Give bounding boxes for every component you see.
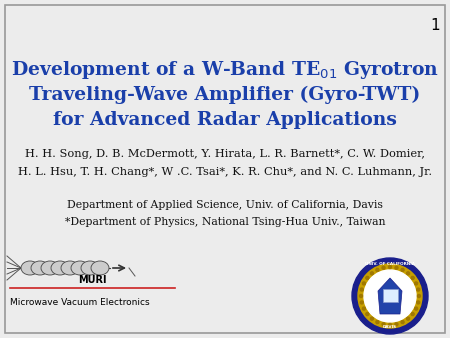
Ellipse shape [61, 261, 79, 275]
Ellipse shape [71, 261, 89, 275]
Circle shape [362, 282, 365, 285]
Ellipse shape [41, 261, 59, 275]
Ellipse shape [51, 261, 69, 275]
Text: 1: 1 [430, 18, 440, 33]
Circle shape [358, 264, 422, 328]
Text: Traveling-Wave Amplifier (Gyro-TWT): Traveling-Wave Amplifier (Gyro-TWT) [29, 86, 421, 104]
Circle shape [370, 317, 373, 320]
Circle shape [414, 282, 418, 285]
Ellipse shape [31, 261, 49, 275]
Circle shape [366, 313, 369, 316]
Text: H. H. Song, D. B. McDermott, Y. Hirata, L. R. Barnett*, C. W. Domier,: H. H. Song, D. B. McDermott, Y. Hirata, … [25, 149, 425, 159]
Circle shape [407, 272, 410, 275]
Circle shape [370, 272, 373, 275]
Ellipse shape [91, 261, 109, 275]
Text: UNIV. OF CALIFORNIA: UNIV. OF CALIFORNIA [365, 262, 415, 266]
Circle shape [360, 301, 363, 304]
Text: *Department of Physics, National Tsing-Hua Univ., Taiwan: *Department of Physics, National Tsing-H… [65, 217, 385, 227]
Text: Development of a W-Band TE$_{01}$ Gyrotron: Development of a W-Band TE$_{01}$ Gyrotr… [11, 59, 439, 81]
Circle shape [395, 323, 398, 326]
Circle shape [360, 288, 363, 291]
Circle shape [364, 270, 416, 322]
Ellipse shape [81, 261, 99, 275]
Circle shape [401, 321, 404, 323]
Circle shape [352, 258, 428, 334]
FancyBboxPatch shape [382, 289, 397, 301]
Circle shape [407, 317, 410, 320]
Text: MURI: MURI [78, 275, 106, 285]
Circle shape [362, 307, 365, 310]
Circle shape [411, 276, 414, 280]
Circle shape [414, 307, 418, 310]
Circle shape [388, 323, 392, 327]
Text: DAVIS: DAVIS [383, 325, 397, 329]
Circle shape [382, 266, 385, 269]
Text: Microwave Vacuum Electronics: Microwave Vacuum Electronics [10, 298, 150, 307]
Text: for Advanced Radar Applications: for Advanced Radar Applications [53, 111, 397, 129]
Circle shape [417, 288, 420, 291]
Polygon shape [378, 278, 402, 314]
Circle shape [382, 323, 385, 326]
Text: H. L. Hsu, T. H. Chang*, W .C. Tsai*, K. R. Chu*, and N. C. Luhmann, Jr.: H. L. Hsu, T. H. Chang*, W .C. Tsai*, K.… [18, 167, 432, 177]
Circle shape [418, 294, 420, 297]
Circle shape [360, 294, 363, 297]
Circle shape [376, 268, 379, 271]
Circle shape [401, 268, 404, 271]
Circle shape [388, 266, 392, 268]
Circle shape [376, 321, 379, 323]
Circle shape [411, 313, 414, 316]
Circle shape [395, 266, 398, 269]
Text: Department of Applied Science, Univ. of California, Davis: Department of Applied Science, Univ. of … [67, 200, 383, 210]
Circle shape [417, 301, 420, 304]
Circle shape [366, 276, 369, 280]
Ellipse shape [21, 261, 39, 275]
